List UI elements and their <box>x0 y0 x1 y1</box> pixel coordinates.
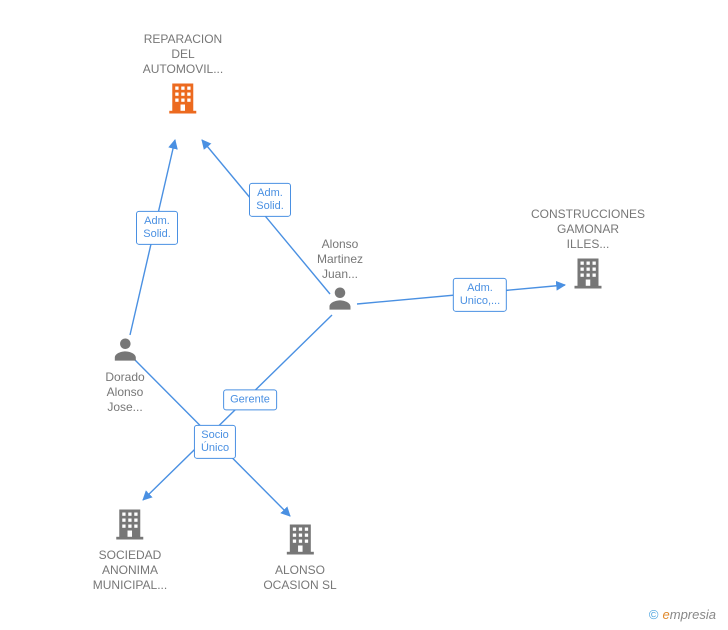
person-icon <box>317 284 363 317</box>
edge-label: Adm. Solid. <box>249 183 291 217</box>
node-reparacion[interactable]: REPARACION DEL AUTOMOVIL... <box>143 30 223 120</box>
brand-rest: mpresia <box>670 607 716 622</box>
edge-label: Adm. Solid. <box>136 211 178 245</box>
node-alonso_martinez[interactable]: Alonso Martinez Juan... <box>317 235 363 317</box>
edge-label: Adm. Unico,... <box>453 278 507 312</box>
edge-label: Socio Único <box>194 425 236 459</box>
brand-first-letter: e <box>663 607 670 622</box>
building-icon <box>531 254 645 295</box>
node-sociedad[interactable]: SOCIEDAD ANONIMA MUNICIPAL... <box>93 505 167 595</box>
node-alonso_ocasion[interactable]: ALONSO OCASION SL <box>263 520 336 595</box>
watermark: © empresia <box>649 607 716 622</box>
node-label: CONSTRUCCIONES GAMONAR ILLES... <box>531 207 645 252</box>
node-dorado[interactable]: Dorado Alonso Jose... <box>105 335 144 417</box>
building-icon <box>93 505 167 546</box>
diagram-canvas: REPARACION DEL AUTOMOVIL... CONSTRUCCIONE… <box>0 0 728 630</box>
node-construcciones[interactable]: CONSTRUCCIONES GAMONAR ILLES... <box>531 205 645 295</box>
node-label: Dorado Alonso Jose... <box>105 370 144 415</box>
node-label: SOCIEDAD ANONIMA MUNICIPAL... <box>93 548 167 593</box>
edge-line <box>202 140 330 294</box>
node-label: ALONSO OCASION SL <box>263 563 336 593</box>
person-icon <box>105 335 144 368</box>
copyright-symbol: © <box>649 607 659 622</box>
building-icon <box>143 79 223 120</box>
building-icon <box>263 520 336 561</box>
edge-label: Gerente <box>223 389 277 410</box>
node-label: REPARACION DEL AUTOMOVIL... <box>143 32 223 77</box>
node-label: Alonso Martinez Juan... <box>317 237 363 282</box>
